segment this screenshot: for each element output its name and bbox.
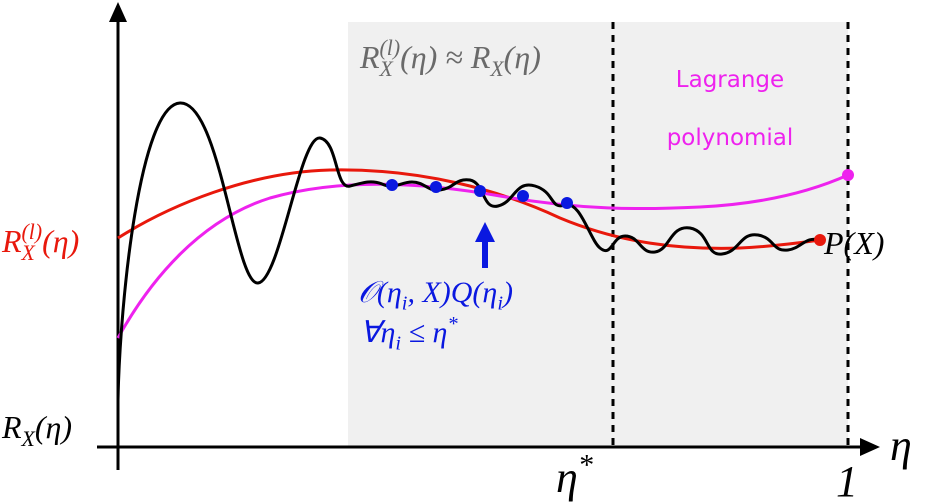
label-part: ∀η xyxy=(360,316,395,349)
sample-point xyxy=(561,197,573,209)
eta-star: η* xyxy=(556,448,593,502)
approx-curve xyxy=(117,168,821,250)
label-part: 𝒪(η xyxy=(358,276,402,309)
label-part: η xyxy=(890,421,912,470)
red-label: RX(l)(η) xyxy=(1,220,79,265)
label-part: X xyxy=(21,241,36,265)
sample-point xyxy=(517,190,529,202)
one: 1 xyxy=(836,457,858,503)
label-part: (η) xyxy=(42,223,79,259)
label-part: (l) xyxy=(380,36,401,60)
label-part: i xyxy=(402,293,408,315)
x-arrow xyxy=(860,438,880,456)
shaded-region xyxy=(348,22,848,447)
px-point xyxy=(814,234,826,246)
label-part: R xyxy=(359,39,380,75)
label-part: * xyxy=(447,313,458,335)
sample-point xyxy=(386,179,398,191)
label-part: i xyxy=(497,293,503,315)
label-part: ≤ η xyxy=(401,316,447,349)
lagrange-label: Lagrange xyxy=(676,67,784,93)
rx-label: RX(η) xyxy=(1,409,72,451)
px-label: P(X) xyxy=(823,225,884,261)
label-part: i xyxy=(395,333,401,355)
label-part: (η) xyxy=(35,409,72,445)
label-part: ) xyxy=(501,276,513,309)
measure: 𝒪(ηi, X)Q(ηi) xyxy=(358,276,513,315)
label-part: X xyxy=(489,57,504,81)
sample-point xyxy=(430,181,442,193)
y-arrow xyxy=(109,2,127,22)
label-part: X xyxy=(21,427,36,451)
label-part: X xyxy=(379,57,394,81)
true-curve xyxy=(116,101,821,401)
lagrange-label: polynomial xyxy=(667,125,794,151)
label-part: η xyxy=(556,453,578,502)
label-part: 1 xyxy=(836,457,858,503)
label-part: (l) xyxy=(22,220,43,244)
label-part: (η) ≈ R xyxy=(400,39,491,75)
sample-arrowhead xyxy=(475,222,495,242)
lagrange-curve xyxy=(116,173,849,339)
x-axis-label: η xyxy=(890,421,912,470)
label-part: , X)Q(η xyxy=(407,276,497,309)
label-part: R xyxy=(1,409,22,445)
condition: ∀ηi ≤ η* xyxy=(360,313,458,355)
sample-points xyxy=(386,179,573,209)
sample-point xyxy=(474,185,486,197)
lagrange-end-point xyxy=(842,169,854,181)
label-part: P(X) xyxy=(823,225,884,261)
label-part: * xyxy=(578,448,593,481)
label-part: R xyxy=(1,223,22,259)
approx: RX(l)(η) ≈ RX(η) xyxy=(359,36,541,81)
label-part: (η) xyxy=(504,39,541,75)
